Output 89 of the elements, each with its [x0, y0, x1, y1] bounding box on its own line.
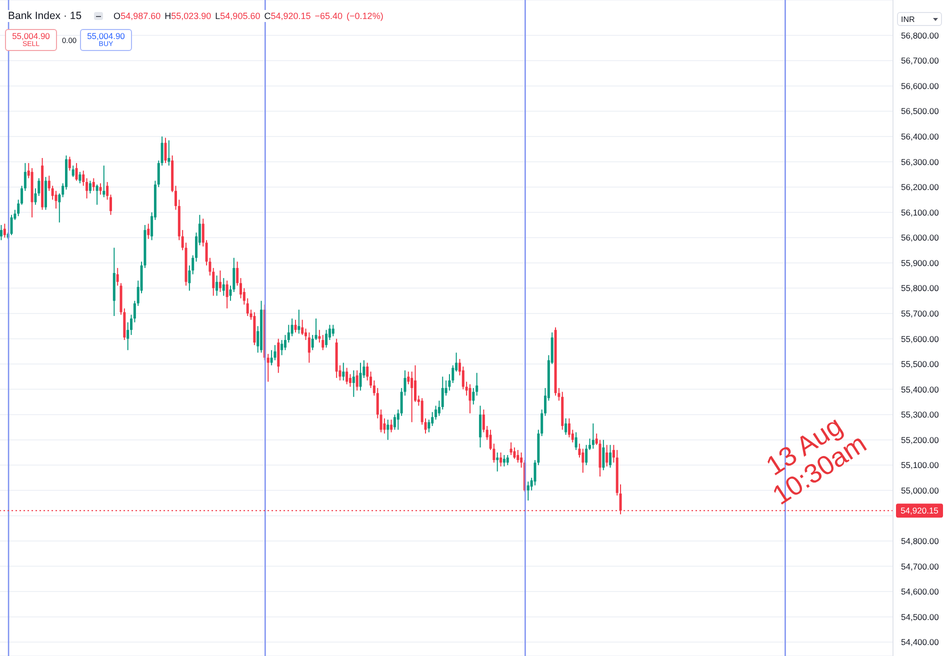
y-tick-label: 55,800.00	[901, 283, 940, 294]
text: O54,987.60 H55,023.90 L54,905.60 C54,920.15 −65.40 (−0.12%)	[114, 11, 384, 21]
candlestick	[168, 140, 170, 166]
candlestick	[609, 444, 612, 468]
candlestick	[96, 184, 98, 206]
y-tick-label: 55,300.00	[901, 410, 940, 420]
candlestick	[516, 449, 520, 464]
candlestick	[468, 384, 472, 414]
y-tick-label: 55,000.00	[901, 485, 940, 496]
candlestick	[602, 439, 605, 471]
candlestick	[510, 442, 512, 456]
candlestick	[3, 223, 6, 238]
candlestick	[116, 267, 119, 286]
candlestick	[383, 418, 386, 434]
y-tick-label: 54,500.00	[901, 612, 940, 622]
y-tick-label: 56,700.00	[901, 56, 940, 66]
candlestick	[325, 329, 328, 348]
candlestick	[226, 280, 228, 309]
candlestick	[441, 376, 444, 410]
candlestick	[68, 156, 71, 172]
y-tick-label: 54,800.00	[901, 536, 940, 546]
candlestick	[290, 318, 294, 337]
candlestick	[592, 422, 594, 450]
candlestick	[502, 454, 506, 467]
candlestick	[472, 388, 475, 405]
candlestick	[298, 309, 300, 334]
y-tick-label: 54,700.00	[901, 561, 940, 572]
y-tick-label: 56,800.00	[901, 30, 940, 40]
y-tick-label: 55,400.00	[901, 384, 940, 394]
candlestick	[526, 481, 530, 502]
y-tick-label: 56,500.00	[901, 106, 940, 116]
y-tick-label: 54,600.00	[901, 586, 940, 597]
candlestick	[513, 446, 516, 460]
candlestick	[322, 334, 324, 351]
candlestick	[78, 171, 82, 184]
candlestick	[10, 214, 13, 236]
y-tick-label: 54,400.00	[901, 637, 940, 648]
candlestick	[496, 452, 499, 472]
candlestick	[266, 353, 270, 382]
candlestick	[308, 332, 310, 364]
candlestick	[54, 190, 58, 210]
candlestick	[352, 370, 355, 398]
ref-line-label: 54,920.15	[900, 506, 939, 516]
candlestick	[390, 419, 393, 433]
candlestick	[318, 329, 321, 344]
y-tick-label: 56,200.00	[901, 182, 940, 192]
candlestick	[500, 452, 502, 467]
candlestick	[99, 182, 102, 196]
y-tick-label: 55,100.00	[901, 460, 940, 470]
candlestick	[342, 362, 345, 381]
candlestick	[479, 405, 482, 448]
candlestick	[346, 367, 348, 385]
y-tick-label: 55,500.00	[901, 359, 940, 370]
y-tick-label: 55,600.00	[901, 334, 940, 344]
candlestick	[564, 418, 568, 436]
candlestick	[164, 137, 167, 164]
candlestick	[332, 324, 334, 337]
candlestick	[88, 180, 92, 194]
y-tick-label: 56,600.00	[901, 80, 940, 91]
candlestick	[222, 278, 225, 296]
candlestick	[216, 275, 218, 296]
candlestick	[606, 444, 608, 467]
candlestick	[92, 178, 95, 192]
candlestick	[75, 162, 78, 182]
candlestick	[72, 165, 74, 178]
candlestick	[386, 419, 390, 440]
y-tick-label: 56,100.00	[901, 207, 940, 218]
candlestick	[578, 443, 581, 458]
candlestick	[428, 419, 430, 433]
y-tick-label: 56,400.00	[901, 132, 940, 142]
y-axis-title: INR	[901, 14, 915, 24]
candlestick	[574, 432, 578, 450]
candlestick	[356, 370, 358, 392]
candlestick	[301, 319, 304, 336]
y-tick-label: 55,700.00	[901, 308, 940, 318]
candlestick	[294, 319, 297, 333]
candlestick	[407, 371, 410, 385]
candlestick	[126, 322, 130, 351]
candlestick	[102, 165, 106, 198]
candlestick	[147, 223, 150, 240]
y-tick-label: 55,200.00	[901, 434, 940, 445]
candlestick	[218, 270, 222, 292]
candlestick	[506, 454, 509, 466]
text: Bank Index · 15	[6, 10, 84, 22]
y-tick-label: 56,300.00	[901, 156, 940, 167]
y-tick-label: 55,900.00	[901, 258, 940, 268]
candlestick	[0, 224, 2, 241]
y-tick-label: 56,000.00	[901, 232, 940, 243]
candlestick	[359, 362, 362, 392]
